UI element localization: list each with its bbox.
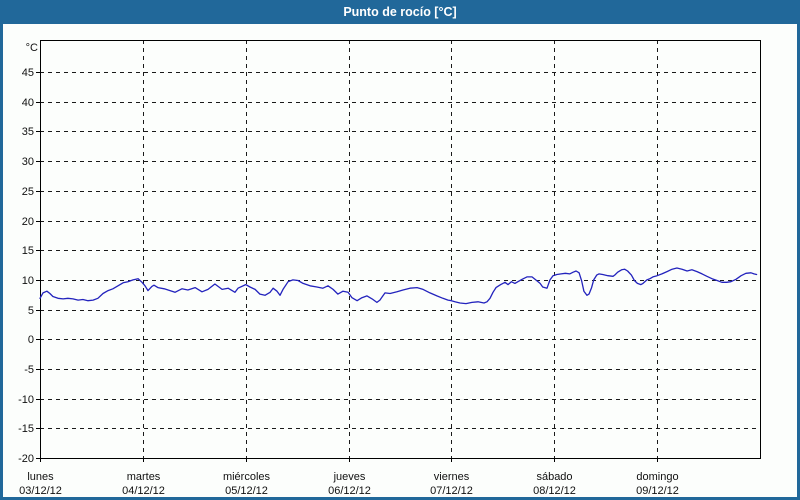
y-axis-unit-label: °C xyxy=(26,42,38,54)
x-day-date-label: 07/12/12 xyxy=(430,485,473,497)
x-day-name-label: lunes xyxy=(27,471,54,483)
y-axis-labels: 45 40 35 30 25 20 15 10 5 0 -5 -10 -15 -20 °C xyxy=(18,42,38,465)
y-tick-label: 0 xyxy=(28,334,34,346)
x-day-name-label: viernes xyxy=(434,471,470,483)
y-tick-label: -15 xyxy=(18,423,34,435)
title-bar: Punto de rocío [°C] xyxy=(0,0,800,24)
x-day-name-label: sábado xyxy=(536,471,572,483)
y-tick-label: 5 xyxy=(28,305,34,317)
x-day-date-label: 08/12/12 xyxy=(533,485,576,497)
y-tick-label: 10 xyxy=(22,275,34,287)
x-day-name-label: martes xyxy=(127,471,161,483)
x-day-date-label: 04/12/12 xyxy=(122,485,165,497)
y-tick-label: 25 xyxy=(22,186,34,198)
y-tick-label: 45 xyxy=(22,67,34,79)
y-tick-label: -20 xyxy=(18,453,34,465)
x-gridlines xyxy=(143,40,658,458)
x-day-date-label: 05/12/12 xyxy=(225,485,268,497)
y-gridlines xyxy=(40,72,760,429)
x-day-date-label: 09/12/12 xyxy=(636,485,679,497)
x-day-name-label: miércoles xyxy=(223,471,271,483)
chart-title: Punto de rocío [°C] xyxy=(343,5,457,19)
series-lines xyxy=(39,267,758,305)
y-tick-label: -5 xyxy=(24,364,34,376)
y-tick-label: 20 xyxy=(22,216,34,228)
y-tick-label: 35 xyxy=(22,126,34,138)
dew-point-series-line xyxy=(39,267,758,305)
plot-border xyxy=(40,40,761,459)
x-day-name-label: jueves xyxy=(333,471,366,483)
x-day-name-label: domingo xyxy=(636,471,678,483)
y-tick-label: -10 xyxy=(18,394,34,406)
x-day-date-label: 03/12/12 xyxy=(19,485,62,497)
y-tick-label: 15 xyxy=(22,245,34,257)
x-axis-labels: lunes 03/12/12 martes 04/12/12 miércoles 05/1… xyxy=(19,471,679,497)
x-day-date-label: 06/12/12 xyxy=(328,485,371,497)
y-tick-label: 30 xyxy=(22,156,34,168)
plot-border-rect xyxy=(40,40,761,459)
y-tick-label: 40 xyxy=(22,97,34,109)
axis-ticks xyxy=(36,72,658,462)
